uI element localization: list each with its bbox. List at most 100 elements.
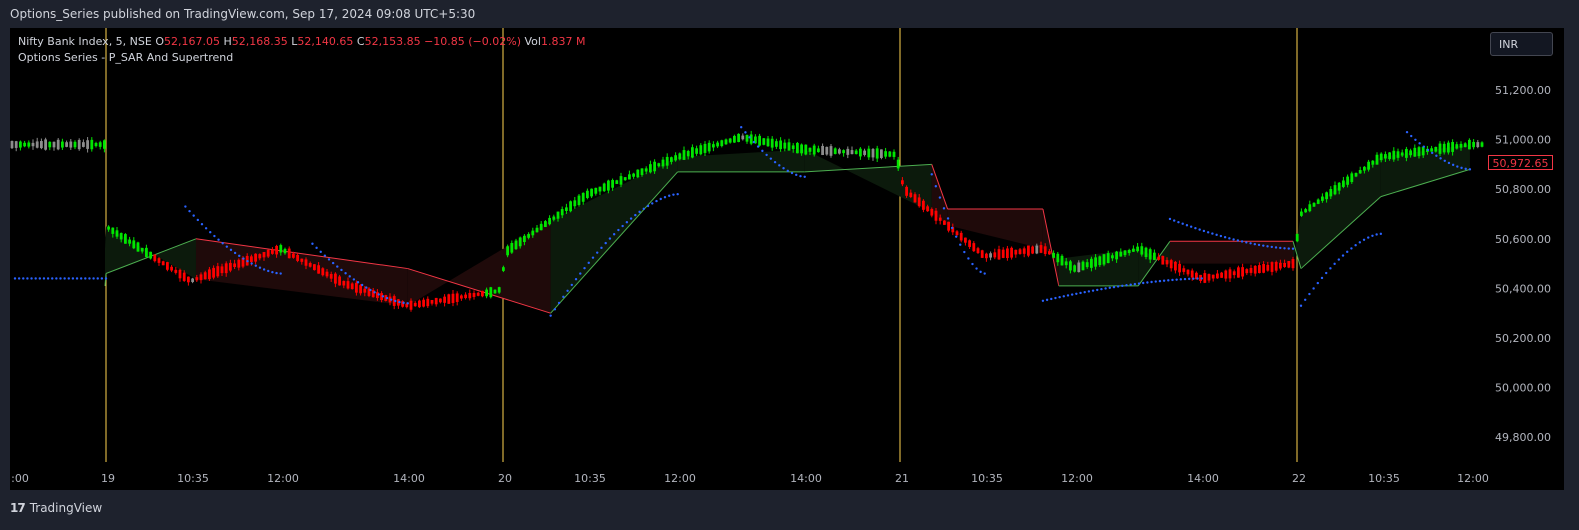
candle-body [254, 253, 257, 262]
candle-body [1396, 151, 1400, 158]
psar-dot [634, 213, 637, 217]
psar-dot [213, 234, 216, 238]
psar-dot [356, 281, 360, 284]
psar-dot [1358, 241, 1362, 244]
psar-dot [1121, 284, 1124, 288]
candle-body [1480, 142, 1484, 147]
candle-body [703, 143, 707, 153]
candle-body [552, 216, 556, 220]
psar-dot [1236, 239, 1240, 242]
psar-dot [790, 171, 794, 175]
candle-body [502, 267, 505, 271]
psar-dot [394, 299, 397, 303]
psar-dot [765, 153, 768, 157]
psar-dot [184, 205, 187, 208]
candle-body [808, 147, 812, 152]
candle-body [607, 180, 610, 191]
candle-body [535, 227, 539, 233]
last-price-label: 50,972.65 [1488, 155, 1553, 170]
candle-body [1279, 262, 1282, 269]
candle-body [1039, 245, 1043, 253]
psar-dot [655, 199, 658, 203]
candle-body [124, 234, 127, 244]
candle-body [678, 153, 682, 160]
currency-button[interactable]: INR [1490, 32, 1553, 56]
candle-body [993, 252, 997, 258]
candle-body [1241, 267, 1244, 277]
candle-body [1199, 274, 1202, 282]
psar-dot [1274, 246, 1278, 249]
candle-body [308, 262, 312, 267]
candle-body [1127, 249, 1131, 254]
low-label: L [291, 35, 298, 48]
psar-dot [1337, 258, 1341, 261]
candle-body [661, 159, 665, 167]
x-tick-label: 20 [498, 472, 512, 485]
psar-dot [608, 237, 612, 240]
candle-body [1417, 147, 1421, 157]
candle-body [825, 146, 829, 155]
candle-body [195, 277, 199, 281]
tradingview-logo[interactable]: 17 TradingView [10, 501, 102, 515]
candle-body [384, 295, 388, 301]
candle-body [426, 298, 430, 307]
psar-dot [646, 204, 650, 208]
candle-body [1018, 249, 1022, 254]
psar-dot [1202, 229, 1206, 233]
candle-body [1190, 270, 1194, 278]
supertrend-fill [947, 209, 1043, 249]
psar-dot [311, 242, 314, 245]
candle-body [846, 148, 850, 155]
candle-body [712, 144, 715, 148]
y-tick-label: 49,800.00 [1495, 431, 1551, 444]
psar-dot [100, 277, 104, 280]
psar-dot [1198, 228, 1201, 231]
indicator-legend[interactable]: Options Series - P_SAR And Supertrend [18, 51, 234, 64]
x-tick-label: 21 [895, 472, 909, 485]
supertrend-fill [1058, 248, 1139, 286]
open-value: 52,167.05 [164, 35, 220, 48]
candle-body [82, 142, 85, 147]
psar-dot [1187, 277, 1191, 281]
candle-body [665, 156, 669, 166]
candle-body [1073, 265, 1076, 272]
candle-body [850, 150, 854, 155]
psar-dot [229, 248, 233, 252]
psar-dot [778, 164, 781, 167]
candle-body [1090, 258, 1093, 268]
psar-dot [1367, 236, 1370, 239]
candle-body [783, 142, 787, 149]
psar-dot [1079, 291, 1082, 295]
psar-dot [1266, 245, 1269, 248]
candle-body [514, 240, 518, 250]
candle-body [1451, 142, 1454, 152]
candle-body [812, 145, 816, 155]
candle-body [182, 272, 186, 281]
psar-dot [1240, 240, 1244, 243]
supertrend-line [1292, 241, 1302, 269]
candle-body [334, 273, 337, 284]
psar-dot [233, 251, 237, 255]
psar-dot [934, 185, 938, 188]
candle-body [422, 299, 425, 307]
candle-body [153, 254, 157, 262]
candle-body [1022, 248, 1026, 254]
candle-body [1388, 152, 1391, 160]
psar-dot [192, 214, 195, 217]
psar-dot [1325, 271, 1328, 275]
candle-body [1148, 249, 1152, 260]
psar-dot [1200, 277, 1203, 280]
psar-dot [1379, 232, 1383, 236]
candle-body [304, 259, 308, 266]
candle-body [896, 159, 900, 169]
candle-body [1325, 192, 1328, 200]
high-label: H [223, 35, 232, 48]
candle-body [1216, 273, 1219, 279]
candle-body [1069, 261, 1072, 271]
candle-body [1295, 233, 1299, 242]
candle-body [149, 251, 152, 259]
candle-body [619, 176, 623, 185]
candle-body [1258, 265, 1261, 274]
psar-dot [315, 246, 318, 250]
